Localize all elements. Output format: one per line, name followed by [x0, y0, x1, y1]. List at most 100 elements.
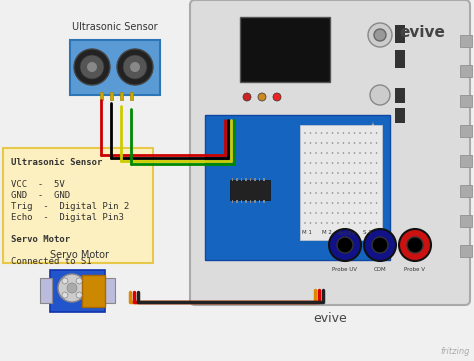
Bar [205, 115, 390, 260]
Circle shape [310, 212, 311, 214]
Circle shape [359, 192, 361, 194]
Circle shape [370, 202, 372, 204]
Text: VCC  -  5V: VCC - 5V [11, 180, 65, 189]
Text: Probe UV: Probe UV [332, 267, 357, 272]
Circle shape [359, 212, 361, 214]
Circle shape [354, 212, 356, 214]
Circle shape [370, 212, 372, 214]
Circle shape [343, 202, 344, 204]
Circle shape [329, 229, 361, 261]
Circle shape [348, 132, 350, 134]
Circle shape [310, 152, 311, 154]
Circle shape [304, 192, 306, 194]
Circle shape [310, 172, 311, 174]
Circle shape [337, 132, 339, 134]
Bar [460, 245, 472, 257]
Circle shape [326, 162, 328, 164]
Circle shape [337, 202, 339, 204]
Circle shape [304, 222, 306, 224]
Circle shape [343, 172, 344, 174]
Circle shape [321, 212, 322, 214]
Bar [460, 125, 472, 137]
Circle shape [315, 192, 317, 194]
Circle shape [337, 152, 339, 154]
Bar [120, 92, 123, 100]
Circle shape [370, 192, 372, 194]
Bar [460, 35, 472, 47]
Circle shape [343, 222, 344, 224]
Circle shape [370, 142, 372, 144]
Bar [232, 178, 234, 181]
Circle shape [321, 152, 322, 154]
Text: Connected to S1: Connected to S1 [11, 257, 91, 266]
Circle shape [337, 142, 339, 144]
Bar [130, 92, 133, 100]
Circle shape [326, 132, 328, 134]
Text: Trig  -  Digital Pin 2: Trig - Digital Pin 2 [11, 202, 129, 211]
Bar [230, 180, 270, 200]
Circle shape [315, 162, 317, 164]
Text: Servo Motor: Servo Motor [11, 235, 70, 244]
Circle shape [332, 132, 333, 134]
Circle shape [376, 172, 377, 174]
Bar [241, 200, 243, 203]
Circle shape [354, 202, 356, 204]
Circle shape [348, 192, 350, 194]
Bar [240, 17, 330, 82]
Circle shape [310, 142, 311, 144]
Text: Servo Motor: Servo Motor [51, 250, 109, 260]
Text: Echo  -  Digital Pin3: Echo - Digital Pin3 [11, 213, 124, 222]
FancyBboxPatch shape [190, 0, 470, 305]
Circle shape [130, 62, 140, 72]
Circle shape [407, 237, 423, 253]
Circle shape [354, 132, 356, 134]
Bar [246, 200, 247, 203]
Circle shape [315, 132, 317, 134]
Bar [232, 200, 234, 203]
Circle shape [348, 162, 350, 164]
Circle shape [337, 172, 339, 174]
Circle shape [368, 23, 392, 47]
Circle shape [376, 222, 377, 224]
Bar [100, 92, 103, 100]
Circle shape [370, 182, 372, 184]
Circle shape [370, 222, 372, 224]
Bar [460, 185, 472, 197]
Circle shape [80, 55, 104, 79]
Circle shape [343, 192, 344, 194]
Circle shape [326, 222, 328, 224]
Circle shape [315, 152, 317, 154]
Circle shape [304, 132, 306, 134]
Circle shape [326, 152, 328, 154]
Circle shape [326, 182, 328, 184]
Bar [246, 178, 247, 181]
Circle shape [354, 162, 356, 164]
Text: COM: COM [374, 267, 386, 272]
Circle shape [58, 274, 86, 302]
Bar [237, 178, 238, 181]
Bar [250, 178, 252, 181]
Circle shape [343, 142, 344, 144]
Circle shape [376, 162, 377, 164]
Bar [237, 200, 238, 203]
Text: Ultrasonic Sensor: Ultrasonic Sensor [72, 22, 158, 32]
Circle shape [376, 212, 377, 214]
Circle shape [359, 162, 361, 164]
Circle shape [310, 202, 311, 204]
Circle shape [332, 182, 333, 184]
Circle shape [76, 278, 82, 284]
Circle shape [315, 182, 317, 184]
Circle shape [332, 162, 333, 164]
Circle shape [372, 237, 388, 253]
Circle shape [67, 283, 77, 293]
Circle shape [315, 172, 317, 174]
FancyBboxPatch shape [3, 148, 153, 263]
Circle shape [321, 162, 322, 164]
Text: M 2: M 2 [322, 231, 332, 235]
Circle shape [354, 192, 356, 194]
Circle shape [315, 202, 317, 204]
Circle shape [304, 202, 306, 204]
Circle shape [399, 229, 431, 261]
Circle shape [348, 142, 350, 144]
Circle shape [326, 202, 328, 204]
